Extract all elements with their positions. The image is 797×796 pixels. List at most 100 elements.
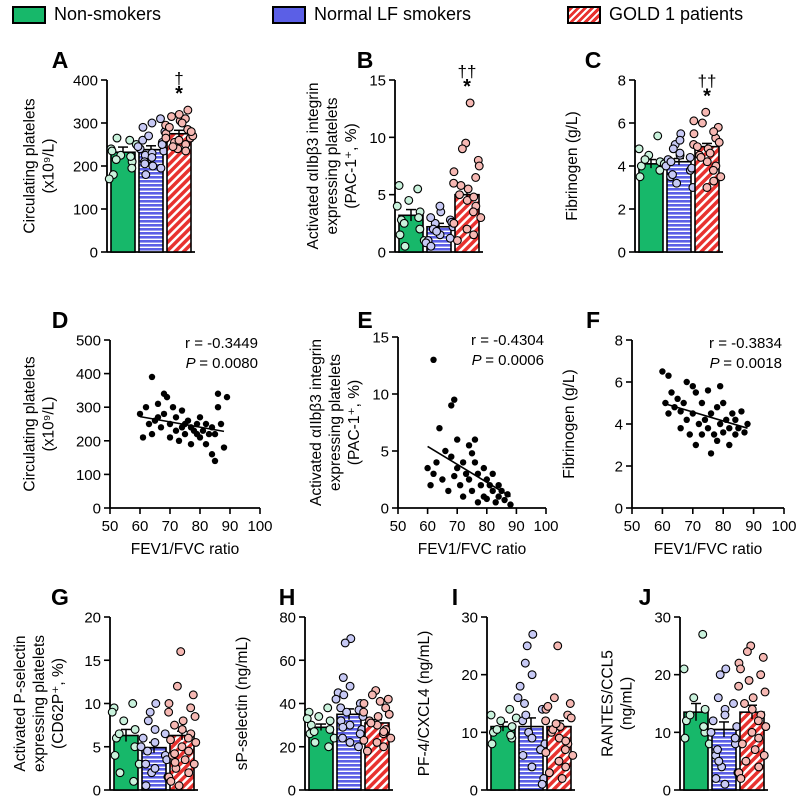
- scatter-point: [738, 408, 745, 415]
- data-point: [445, 233, 455, 243]
- data-point: [527, 733, 537, 743]
- data-point: [189, 759, 199, 769]
- data-point: [184, 746, 194, 756]
- data-point: [302, 714, 312, 724]
- data-point: [748, 693, 758, 703]
- x-axis-label: FEV1/FVC ratio: [654, 541, 763, 558]
- data-point: [449, 218, 459, 228]
- data-point: [541, 748, 551, 757]
- scatter-point: [454, 436, 461, 443]
- data-point: [339, 690, 349, 700]
- data-point: [156, 114, 165, 124]
- legend-item-gold1-patients: GOLD 1 patients: [567, 4, 743, 25]
- y-axis-label: RANTES/CCL5: [600, 650, 617, 757]
- data-point: [476, 213, 486, 223]
- scatter-point: [208, 451, 216, 458]
- data-point: [310, 737, 320, 747]
- data-point: [174, 781, 184, 791]
- x-tick-label: 80: [478, 518, 495, 535]
- data-point: [375, 696, 385, 706]
- data-point: [150, 724, 160, 734]
- data-point: [680, 733, 690, 743]
- significance-star: *: [463, 76, 471, 98]
- scatter-point: [160, 410, 168, 418]
- legend-label: Non-smokers: [54, 4, 162, 24]
- data-point: [634, 144, 644, 154]
- scatter-point: [142, 404, 150, 411]
- data-point: [379, 742, 389, 752]
- y-axis-label: Activated αIIbβ3 integrin: [305, 83, 322, 250]
- scatter-point: [199, 427, 207, 434]
- panel-label-i: I: [452, 584, 458, 610]
- data-point: [367, 690, 377, 700]
- x-tick-label: 90: [745, 518, 762, 535]
- y-tick-label: 300: [76, 400, 101, 417]
- scatter-point: [668, 389, 675, 396]
- scatter-point: [220, 444, 228, 451]
- data-point: [373, 712, 383, 721]
- x-tick-label: 50: [390, 518, 407, 535]
- scatter-point: [659, 368, 666, 375]
- data-point: [709, 127, 719, 137]
- scatter-point: [196, 414, 204, 421]
- y-tick-label: 0: [93, 783, 101, 796]
- scatter-point: [732, 431, 739, 438]
- significance-star: *: [175, 83, 183, 105]
- data-point: [114, 729, 124, 739]
- data-point: [383, 694, 393, 704]
- scatter-point: [211, 457, 219, 465]
- x-tick-label: 70: [449, 518, 466, 535]
- data-point: [183, 105, 193, 115]
- data-point: [544, 768, 554, 778]
- data-point: [125, 135, 135, 145]
- y-tick-label: 8: [615, 333, 623, 350]
- data-point: [734, 681, 744, 691]
- data-point: [166, 776, 176, 786]
- scatter-point: [665, 410, 672, 417]
- x-tick-label: 90: [222, 518, 239, 535]
- scatter-point: [683, 378, 690, 386]
- data-point: [180, 755, 190, 765]
- data-point: [188, 690, 198, 700]
- scatter-point: [713, 437, 721, 444]
- data-point: [714, 756, 724, 766]
- data-point: [753, 716, 763, 726]
- data-point: [338, 733, 347, 743]
- data-point: [685, 152, 695, 162]
- data-point: [177, 742, 187, 752]
- x-tick-label: 50: [624, 518, 641, 535]
- x-tick-label: 70: [684, 518, 701, 535]
- scatter-point: [710, 431, 718, 438]
- y-tick-label: 400: [76, 366, 101, 383]
- data-point: [143, 716, 153, 726]
- x-tick-label: 80: [715, 518, 732, 535]
- scatter-point: [471, 436, 479, 443]
- data-point: [701, 107, 711, 117]
- data-point: [471, 173, 481, 182]
- data-point: [138, 733, 148, 743]
- scatter-point: [677, 408, 684, 415]
- scatter-point: [507, 501, 514, 508]
- scatter-point: [744, 420, 751, 428]
- data-point: [653, 131, 663, 141]
- data-point: [174, 109, 184, 119]
- data-point: [666, 157, 676, 167]
- data-point: [689, 116, 699, 126]
- data-point: [119, 716, 129, 726]
- x-tick-label: 90: [508, 518, 525, 535]
- scatter-point: [223, 393, 231, 401]
- data-point: [507, 722, 517, 732]
- panel-label-h: H: [279, 584, 296, 610]
- x-axis-label: FEV1/FVC ratio: [418, 541, 527, 558]
- data-point: [166, 735, 175, 745]
- data-point: [404, 195, 414, 205]
- data-point: [184, 768, 194, 778]
- panel-g: G 0 5 10 15 20 Activated P-selectin expressing …: [12, 584, 201, 796]
- scatter-point: [698, 399, 706, 407]
- scatter-point: [193, 430, 201, 438]
- panel-a: A 0 100 200 300 400 Circulating platelets (x10⁹…: [22, 47, 198, 262]
- scatter-point: [726, 441, 733, 449]
- y-tick-label: 200: [76, 433, 101, 450]
- y-tick-label: 6: [618, 116, 626, 133]
- data-point: [487, 739, 497, 749]
